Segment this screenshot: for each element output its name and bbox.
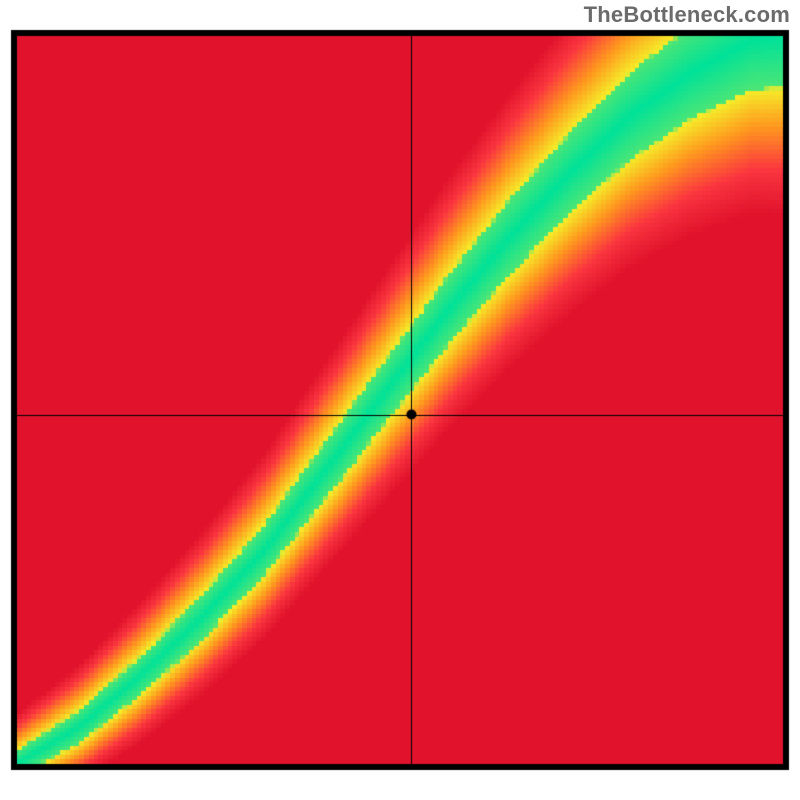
chart-frame: TheBottleneck.com xyxy=(0,0,800,800)
bottleneck-heatmap-canvas xyxy=(0,0,800,800)
